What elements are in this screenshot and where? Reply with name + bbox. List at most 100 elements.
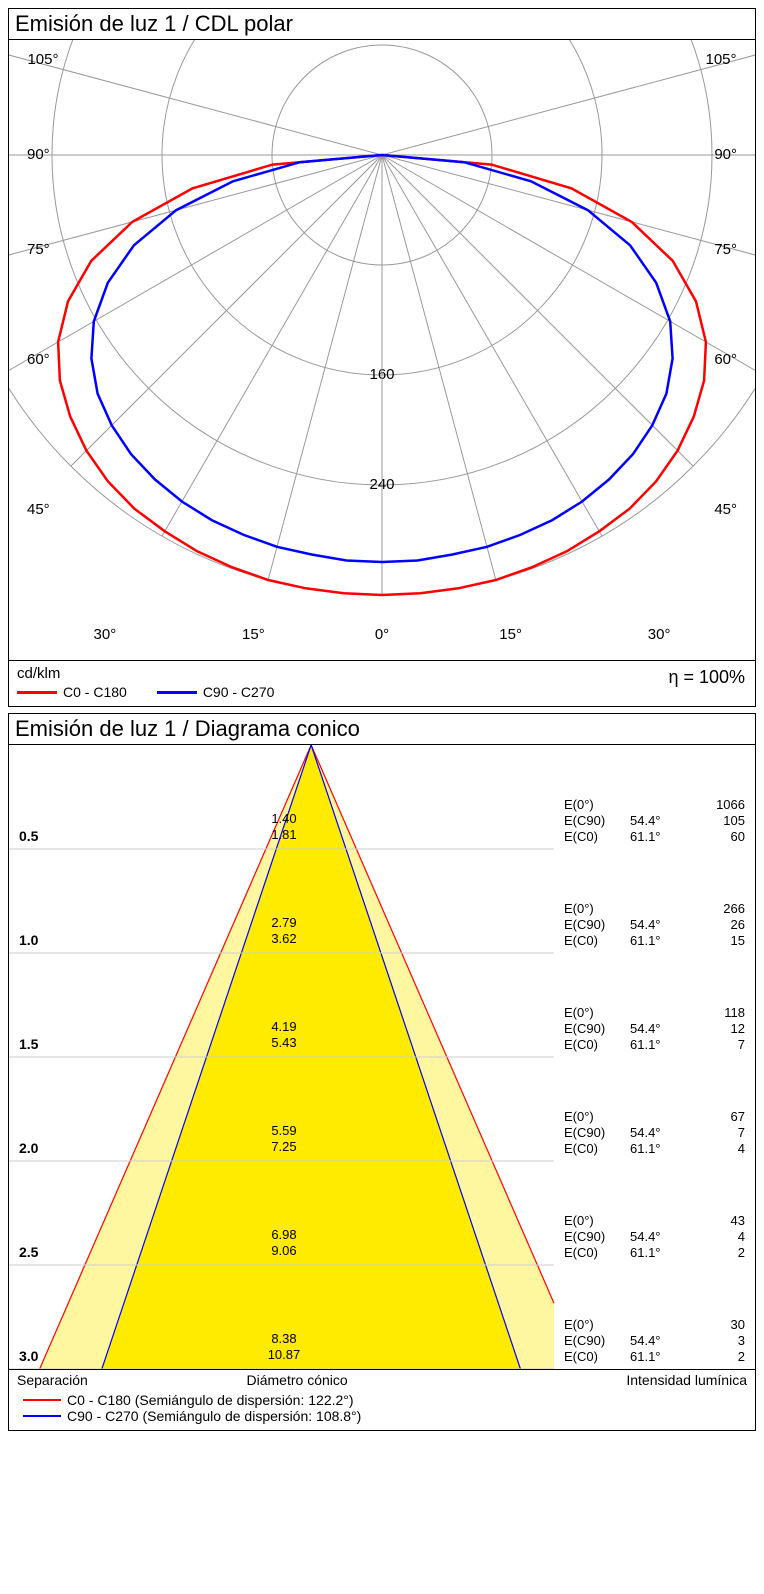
svg-text:E(0°): E(0°) — [564, 1109, 594, 1124]
svg-text:15: 15 — [731, 933, 745, 948]
legend-swatch — [17, 691, 57, 694]
svg-text:E(0°): E(0°) — [564, 1213, 594, 1228]
svg-text:105°: 105° — [706, 51, 737, 68]
svg-text:E(C90): E(C90) — [564, 1125, 605, 1140]
svg-text:E(C0): E(C0) — [564, 829, 598, 844]
svg-text:9.06: 9.06 — [271, 1243, 296, 1258]
heading-diam: Diámetro cónico — [247, 1372, 348, 1388]
svg-text:1.81: 1.81 — [271, 827, 296, 842]
svg-text:E(C0): E(C0) — [564, 1037, 598, 1052]
polar-svg: 1602400°15°15°30°30°45°45°60°60°75°75°90… — [9, 40, 755, 650]
legend-swatch — [23, 1415, 61, 1417]
polar-chart-area: 1602400°15°15°30°30°45°45°60°60°75°75°90… — [9, 40, 755, 660]
polar-panel: Emisión de luz 1 / CDL polar 1602400°15°… — [8, 8, 756, 707]
polar-legend-item: C90 - C270 — [157, 684, 275, 700]
svg-text:54.4°: 54.4° — [630, 813, 661, 828]
svg-text:2.5: 2.5 — [19, 1244, 39, 1260]
cone-chart-area: 0.5 1.401.81 E(0°) 1066 E(C90) 54.4° 105 E(C0) 6… — [9, 745, 755, 1369]
svg-text:61.1°: 61.1° — [630, 1141, 661, 1156]
cone-legend-item: C90 - C270 (Semiángulo de dispersión: 10… — [23, 1408, 747, 1424]
polar-unit-label: cd/klm — [17, 665, 747, 682]
heading-lum: Intensidad lumínica — [626, 1372, 747, 1388]
svg-text:E(C90): E(C90) — [564, 1333, 605, 1348]
svg-text:E(C0): E(C0) — [564, 1349, 598, 1364]
svg-text:8.38: 8.38 — [271, 1331, 296, 1346]
svg-text:26: 26 — [731, 917, 745, 932]
svg-text:15°: 15° — [499, 626, 522, 643]
svg-text:3.62: 3.62 — [271, 931, 296, 946]
svg-text:105°: 105° — [27, 51, 58, 68]
svg-text:75°: 75° — [27, 241, 50, 258]
svg-text:43: 43 — [731, 1213, 745, 1228]
svg-text:118: 118 — [724, 1005, 745, 1020]
polar-efficiency: η = 100% — [668, 667, 745, 688]
legend-label: C0 - C180 (Semiángulo de dispersión: 122… — [67, 1392, 354, 1408]
svg-text:61.1°: 61.1° — [630, 1349, 661, 1364]
svg-text:54.4°: 54.4° — [630, 1125, 661, 1140]
legend-swatch — [23, 1399, 61, 1401]
svg-text:5.59: 5.59 — [271, 1123, 296, 1138]
svg-text:3: 3 — [738, 1333, 745, 1348]
svg-text:45°: 45° — [714, 501, 737, 518]
heading-sep: Separación — [17, 1372, 88, 1388]
svg-text:60°: 60° — [27, 351, 50, 368]
svg-text:6.98: 6.98 — [271, 1227, 296, 1242]
legend-label: C90 - C270 — [203, 684, 275, 700]
svg-text:1066: 1066 — [716, 797, 745, 812]
svg-text:75°: 75° — [714, 241, 737, 258]
svg-text:105: 105 — [723, 813, 745, 828]
svg-text:7: 7 — [738, 1125, 745, 1140]
svg-text:61.1°: 61.1° — [630, 1037, 661, 1052]
svg-text:30°: 30° — [648, 626, 671, 643]
svg-text:0.5: 0.5 — [19, 828, 39, 844]
svg-text:4.19: 4.19 — [271, 1019, 296, 1034]
svg-text:E(C90): E(C90) — [564, 917, 605, 932]
svg-text:60: 60 — [731, 829, 745, 844]
svg-text:E(C0): E(C0) — [564, 1141, 598, 1156]
svg-text:1.40: 1.40 — [271, 811, 296, 826]
cone-panel: Emisión de luz 1 / Diagrama conico 0.5 1.… — [8, 713, 756, 1431]
svg-text:3.0: 3.0 — [19, 1348, 39, 1364]
legend-label: C0 - C180 — [63, 684, 127, 700]
svg-text:67: 67 — [731, 1109, 745, 1124]
svg-text:266: 266 — [723, 901, 745, 916]
svg-text:61.1°: 61.1° — [630, 933, 661, 948]
svg-text:5.43: 5.43 — [271, 1035, 296, 1050]
svg-text:10.87: 10.87 — [268, 1347, 301, 1362]
svg-text:2: 2 — [738, 1349, 745, 1364]
svg-text:61.1°: 61.1° — [630, 829, 661, 844]
cone-svg: 0.5 1.401.81 E(0°) 1066 E(C90) 54.4° 105 E(C0) 6… — [9, 745, 755, 1369]
legend-swatch — [157, 691, 197, 694]
svg-text:1.0: 1.0 — [19, 932, 39, 948]
svg-text:E(C0): E(C0) — [564, 933, 598, 948]
svg-text:54.4°: 54.4° — [630, 1333, 661, 1348]
svg-text:15°: 15° — [242, 626, 265, 643]
svg-text:0°: 0° — [375, 626, 389, 643]
svg-text:54.4°: 54.4° — [630, 917, 661, 932]
svg-text:1.5: 1.5 — [19, 1036, 39, 1052]
svg-text:12: 12 — [731, 1021, 745, 1036]
svg-text:7.25: 7.25 — [271, 1139, 296, 1154]
svg-text:2.79: 2.79 — [271, 915, 296, 930]
polar-legend-items: C0 - C180 C90 - C270 — [17, 684, 747, 700]
svg-text:90°: 90° — [27, 146, 50, 163]
cone-headings: Separación Diámetro cónico Intensidad lu… — [9, 1369, 755, 1390]
cone-legend-item: C0 - C180 (Semiángulo de dispersión: 122… — [23, 1392, 747, 1408]
svg-text:30°: 30° — [94, 626, 117, 643]
svg-text:30: 30 — [731, 1317, 745, 1332]
polar-title: Emisión de luz 1 / CDL polar — [9, 9, 755, 40]
svg-text:7: 7 — [738, 1037, 745, 1052]
legend-label: C90 - C270 (Semiángulo de dispersión: 10… — [67, 1408, 361, 1424]
polar-legend-item: C0 - C180 — [17, 684, 127, 700]
svg-text:4: 4 — [738, 1229, 745, 1244]
svg-text:61.1°: 61.1° — [630, 1245, 661, 1260]
svg-text:E(0°): E(0°) — [564, 1005, 594, 1020]
svg-text:54.4°: 54.4° — [630, 1229, 661, 1244]
svg-text:E(0°): E(0°) — [564, 901, 594, 916]
svg-text:E(C90): E(C90) — [564, 813, 605, 828]
polar-legend-row: cd/klm C0 - C180 C90 - C270 η = 100% — [9, 660, 755, 706]
cone-title: Emisión de luz 1 / Diagrama conico — [9, 714, 755, 745]
svg-text:60°: 60° — [714, 351, 737, 368]
svg-text:90°: 90° — [714, 146, 737, 163]
svg-text:2: 2 — [738, 1245, 745, 1260]
